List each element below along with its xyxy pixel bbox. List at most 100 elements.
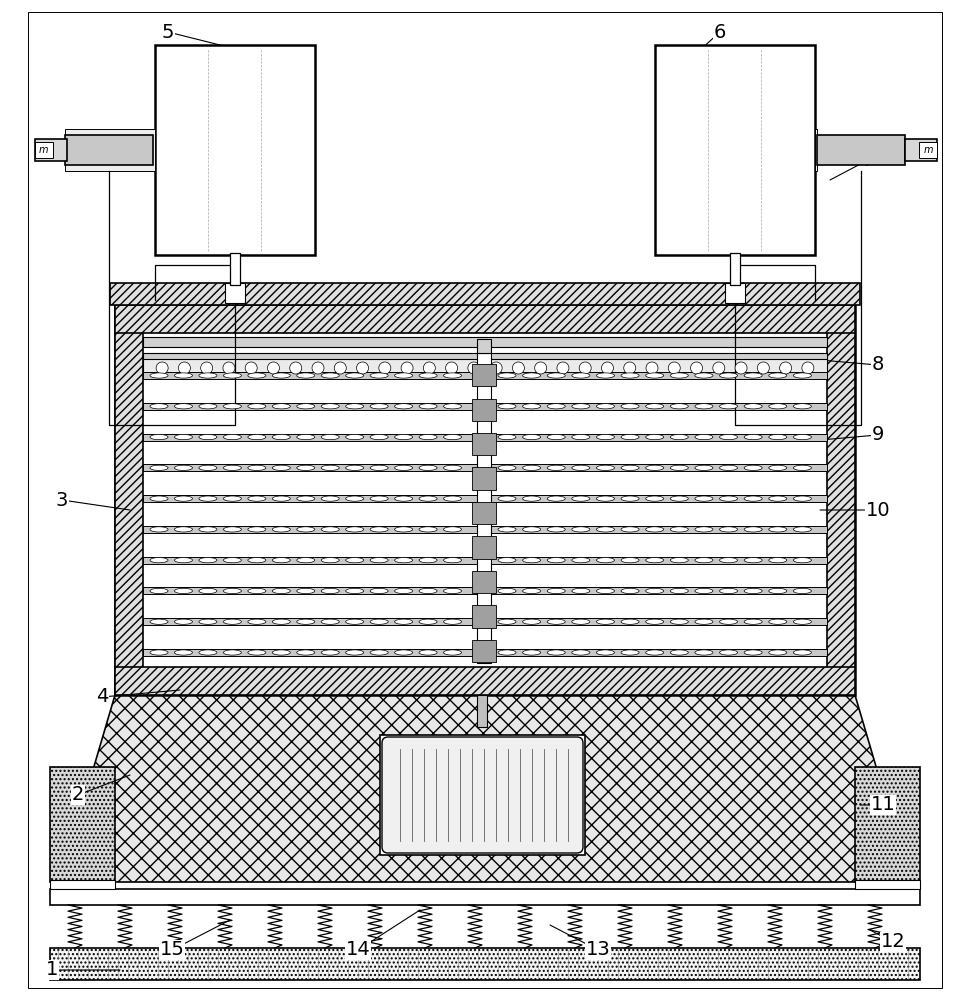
Ellipse shape <box>150 558 168 563</box>
Ellipse shape <box>321 434 339 440</box>
Text: 15: 15 <box>159 940 184 959</box>
Ellipse shape <box>743 558 762 563</box>
Ellipse shape <box>547 619 565 624</box>
Ellipse shape <box>522 465 540 470</box>
Ellipse shape <box>670 588 688 594</box>
Ellipse shape <box>522 650 540 655</box>
Bar <box>142 403 827 410</box>
Bar <box>35 142 53 158</box>
Text: 6: 6 <box>713 23 726 42</box>
Ellipse shape <box>645 558 663 563</box>
Ellipse shape <box>572 496 589 501</box>
Ellipse shape <box>419 650 437 655</box>
Ellipse shape <box>768 527 786 532</box>
Ellipse shape <box>199 588 217 594</box>
Circle shape <box>156 362 168 374</box>
Ellipse shape <box>694 650 712 655</box>
Ellipse shape <box>321 465 339 470</box>
Bar <box>230 253 239 285</box>
Ellipse shape <box>297 404 315 409</box>
Ellipse shape <box>793 434 810 440</box>
Ellipse shape <box>370 619 388 624</box>
Ellipse shape <box>743 465 762 470</box>
Circle shape <box>357 362 368 374</box>
Ellipse shape <box>670 465 688 470</box>
Ellipse shape <box>370 373 388 378</box>
Bar <box>142 337 827 347</box>
Ellipse shape <box>297 650 315 655</box>
Text: 12: 12 <box>880 932 904 951</box>
Ellipse shape <box>394 465 412 470</box>
Ellipse shape <box>596 588 613 594</box>
Ellipse shape <box>443 404 461 409</box>
Ellipse shape <box>419 619 437 624</box>
Circle shape <box>534 362 547 374</box>
Ellipse shape <box>497 650 516 655</box>
Circle shape <box>645 362 657 374</box>
Bar <box>142 359 827 377</box>
Ellipse shape <box>321 373 339 378</box>
Ellipse shape <box>297 527 315 532</box>
Ellipse shape <box>370 650 388 655</box>
Ellipse shape <box>596 404 613 409</box>
Bar <box>380 735 584 855</box>
Bar <box>142 587 827 594</box>
Ellipse shape <box>743 373 762 378</box>
Bar <box>155 45 315 255</box>
Bar <box>142 353 827 361</box>
Ellipse shape <box>199 434 217 440</box>
Ellipse shape <box>620 650 639 655</box>
Bar <box>477 353 490 663</box>
Circle shape <box>223 362 234 374</box>
Ellipse shape <box>596 496 613 501</box>
Ellipse shape <box>174 650 192 655</box>
Bar <box>115 305 854 333</box>
Bar <box>142 495 827 502</box>
Ellipse shape <box>419 588 437 594</box>
Bar <box>472 605 495 628</box>
Ellipse shape <box>596 527 613 532</box>
Ellipse shape <box>547 558 565 563</box>
Ellipse shape <box>768 465 786 470</box>
Ellipse shape <box>547 373 565 378</box>
Ellipse shape <box>719 496 736 501</box>
Ellipse shape <box>793 619 810 624</box>
Bar <box>904 139 936 161</box>
Ellipse shape <box>419 373 437 378</box>
Circle shape <box>578 362 590 374</box>
Ellipse shape <box>150 373 168 378</box>
Ellipse shape <box>370 465 388 470</box>
Ellipse shape <box>345 434 363 440</box>
Ellipse shape <box>199 527 217 532</box>
Ellipse shape <box>768 650 786 655</box>
Ellipse shape <box>596 373 613 378</box>
Ellipse shape <box>419 434 437 440</box>
Ellipse shape <box>793 650 810 655</box>
Text: 4: 4 <box>96 688 109 706</box>
Ellipse shape <box>620 434 639 440</box>
Ellipse shape <box>321 558 339 563</box>
Ellipse shape <box>443 650 461 655</box>
Circle shape <box>690 362 702 374</box>
Ellipse shape <box>620 373 639 378</box>
Ellipse shape <box>370 404 388 409</box>
Ellipse shape <box>596 619 613 624</box>
Ellipse shape <box>223 465 241 470</box>
Ellipse shape <box>743 527 762 532</box>
Ellipse shape <box>419 558 437 563</box>
Ellipse shape <box>272 588 290 594</box>
Ellipse shape <box>199 558 217 563</box>
Ellipse shape <box>572 404 589 409</box>
Ellipse shape <box>150 527 168 532</box>
Ellipse shape <box>719 588 736 594</box>
Ellipse shape <box>694 434 712 440</box>
Ellipse shape <box>497 465 516 470</box>
Ellipse shape <box>522 588 540 594</box>
Ellipse shape <box>248 588 266 594</box>
Ellipse shape <box>670 373 688 378</box>
Circle shape <box>400 362 413 374</box>
Ellipse shape <box>297 465 315 470</box>
Ellipse shape <box>248 527 266 532</box>
Bar <box>724 283 744 303</box>
Bar <box>50 889 919 905</box>
